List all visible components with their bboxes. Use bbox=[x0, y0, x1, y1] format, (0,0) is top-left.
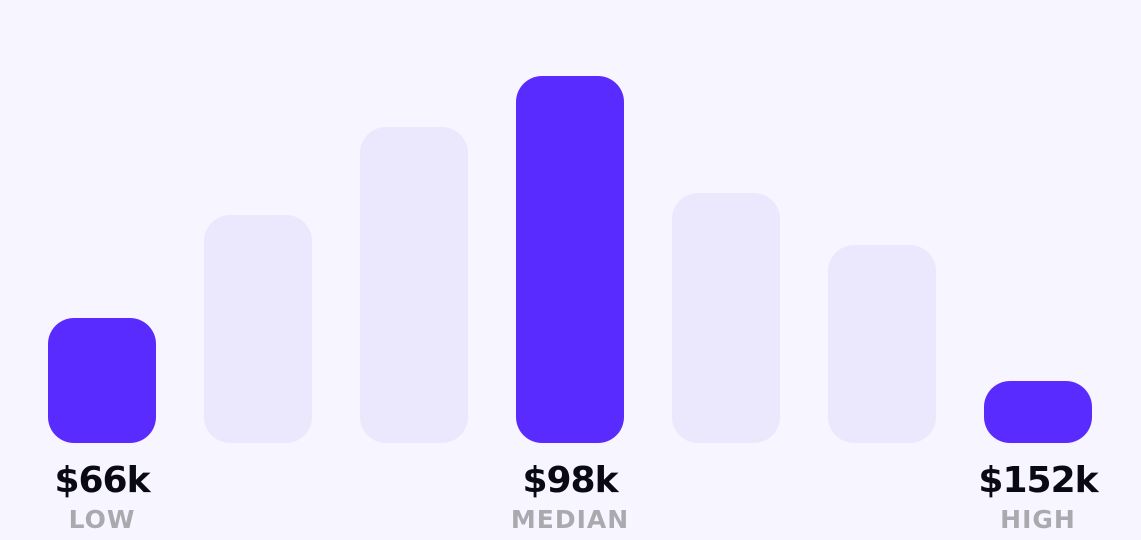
bar-0 bbox=[48, 318, 156, 443]
value-label-median: $98k bbox=[522, 460, 618, 501]
bar-3 bbox=[516, 76, 624, 443]
bar-6 bbox=[984, 380, 1092, 443]
value-label-low: $66k bbox=[54, 460, 150, 501]
bar-2 bbox=[360, 127, 468, 443]
bar-5 bbox=[828, 244, 936, 443]
category-label-median: MEDIAN bbox=[510, 505, 630, 534]
category-label-low: LOW bbox=[68, 505, 136, 534]
bar-4 bbox=[672, 193, 780, 443]
bar-1 bbox=[204, 215, 312, 443]
category-label-high: HIGH bbox=[1000, 505, 1076, 534]
value-label-high: $152k bbox=[978, 460, 1098, 501]
